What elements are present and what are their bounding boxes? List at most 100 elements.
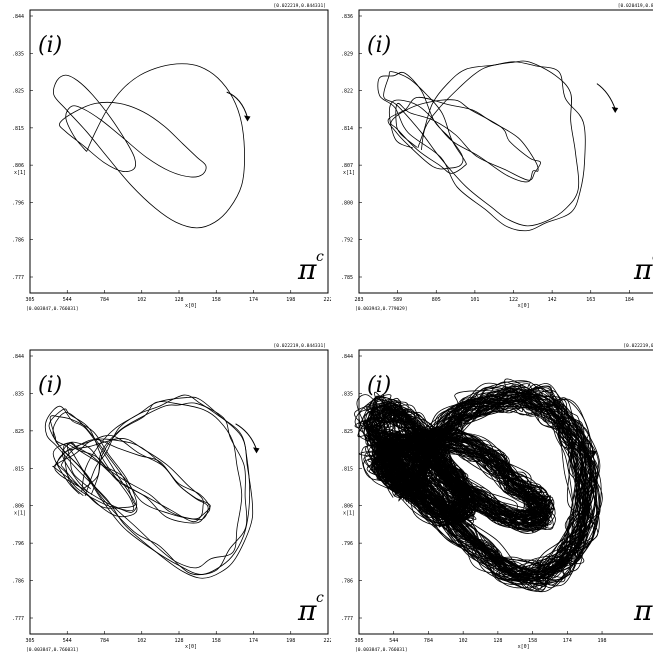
trajectory-loop xyxy=(383,60,580,227)
panel-4: [0.022219,0.84 [0.003847,0.766031] .844 .83… xyxy=(331,340,653,655)
bottom-range-label: [0.003847,0.766031] xyxy=(355,647,408,653)
legend-pi: π xyxy=(297,594,317,627)
y-tick-label: .800 xyxy=(341,200,353,206)
y-tick-label: .777 xyxy=(341,616,353,622)
x-tick-label: 283 xyxy=(354,297,363,303)
direction-arrow xyxy=(235,423,257,450)
x-axis-label: x[0] xyxy=(518,644,530,650)
bottom-range-label: [0.003847,0.766031] xyxy=(26,306,79,312)
plot-frame xyxy=(358,349,653,635)
direction-arrow xyxy=(226,91,248,118)
plot-frame xyxy=(29,349,329,635)
y-tick-label: .835 xyxy=(341,391,353,397)
legend-superscript: c xyxy=(316,590,324,606)
y-tick-label: .777 xyxy=(12,275,24,281)
x-tick-label: 122 xyxy=(509,297,518,303)
x-tick-label: 784 xyxy=(100,297,109,303)
attractor-trajectory xyxy=(44,394,254,579)
y-tick-label: .786 xyxy=(12,579,24,585)
trajectory-loop xyxy=(357,382,598,593)
y-tick-label: .825 xyxy=(12,89,24,95)
x-tick-label: 544 xyxy=(63,297,72,303)
y-axis-label: x[1] xyxy=(14,170,26,176)
y-tick-label: .796 xyxy=(12,541,24,547)
y-tick-label: .829 xyxy=(341,51,353,57)
y-tick-label: .792 xyxy=(341,238,353,244)
x-tick-label: 305 xyxy=(354,638,363,644)
y-tick-label: .844 xyxy=(12,354,24,360)
x-tick-label: 142 xyxy=(548,297,557,303)
y-tick-label: .815 xyxy=(12,466,24,472)
y-axis-label: x[1] xyxy=(343,170,355,176)
y-tick-label: .807 xyxy=(341,163,353,169)
corner-range-label: [0.022219,0.844331] xyxy=(273,343,326,349)
corner-range-label: [0.022219,0.844331] xyxy=(273,3,326,9)
legend-pi: π xyxy=(633,594,653,627)
y-tick-label: .786 xyxy=(12,238,24,244)
x-tick-label: 222 xyxy=(323,297,331,303)
y-tick-label: .844 xyxy=(12,14,24,20)
attractor-trajectory xyxy=(354,378,603,593)
x-tick-label: 589 xyxy=(393,297,402,303)
y-tick-label: .815 xyxy=(341,466,353,472)
panel-3: [0.022219,0.844331] [0.003847,0.766031] .8… xyxy=(0,340,331,655)
attractor-plot: [0.022219,0.844331] [0.003847,0.766031] .8… xyxy=(12,343,331,653)
x-tick-label: 102 xyxy=(137,297,146,303)
x-tick-label: 174 xyxy=(563,638,572,644)
x-tick-label: 544 xyxy=(63,638,72,644)
legend-pi: π xyxy=(297,253,317,286)
x-axis-label: x[0] xyxy=(185,644,197,650)
trajectory-loop xyxy=(49,402,248,576)
y-tick-label: .786 xyxy=(341,579,353,585)
attractor-plot: [0.022219,0.844331] [0.003847,0.766031] .8… xyxy=(12,3,331,312)
trajectory-loop xyxy=(48,394,251,575)
x-tick-label: 198 xyxy=(286,638,295,644)
y-tick-label: .796 xyxy=(341,541,353,547)
x-tick-label: 158 xyxy=(212,297,221,303)
y-tick-label: .785 xyxy=(341,275,353,281)
plot-frame xyxy=(29,9,329,294)
y-tick-label: .825 xyxy=(341,429,353,435)
panel-tag: (i) xyxy=(38,373,62,398)
x-tick-label: 128 xyxy=(174,297,183,303)
trajectory-loop xyxy=(377,61,586,232)
arrowhead-icon xyxy=(253,447,260,454)
x-tick-label: 128 xyxy=(493,638,502,644)
y-tick-label: .796 xyxy=(12,200,24,206)
y-tick-label: .844 xyxy=(341,354,353,360)
arrowhead-icon xyxy=(244,115,251,122)
trajectory-loop xyxy=(364,378,598,589)
y-tick-label: .777 xyxy=(12,616,24,622)
direction-arrow xyxy=(572,423,595,453)
x-tick-label: 305 xyxy=(25,297,34,303)
arrowhead-icon xyxy=(611,107,619,113)
x-tick-label: 184 xyxy=(625,297,634,303)
x-tick-label: 102 xyxy=(137,638,146,644)
y-tick-label: .815 xyxy=(12,126,24,132)
x-tick-label: 158 xyxy=(528,638,537,644)
x-tick-label: 305 xyxy=(25,638,34,644)
attractor-plot: [0.020419,0.8361 [0.003943,0.779029] .836.… xyxy=(341,3,653,312)
trajectory-loop xyxy=(358,380,592,589)
panel-2: [0.020419,0.8361 [0.003943,0.779029] .836.… xyxy=(331,0,653,320)
y-tick-label: .806 xyxy=(341,504,353,510)
y-tick-label: .806 xyxy=(12,504,24,510)
panel-tag: (i) xyxy=(38,33,62,58)
plot-frame xyxy=(358,9,653,294)
x-tick-label: 544 xyxy=(389,638,398,644)
x-axis-label: x[0] xyxy=(518,303,530,309)
x-axis-label: x[0] xyxy=(185,303,197,309)
bottom-range-label: [0.003847,0.766031] xyxy=(26,647,79,653)
trajectory-loop xyxy=(44,396,254,579)
panel-tag: (i) xyxy=(367,373,391,398)
x-tick-label: 128 xyxy=(174,638,183,644)
x-tick-label: 102 xyxy=(459,638,468,644)
x-tick-label: 174 xyxy=(249,297,258,303)
bottom-range-label: [0.003943,0.779029] xyxy=(355,306,408,312)
y-tick-label: .825 xyxy=(12,429,24,435)
x-tick-label: 174 xyxy=(249,638,258,644)
corner-range-label: [0.020419,0.8361 xyxy=(618,3,653,9)
attractor-trajectory xyxy=(52,63,245,229)
x-tick-label: 158 xyxy=(212,638,221,644)
